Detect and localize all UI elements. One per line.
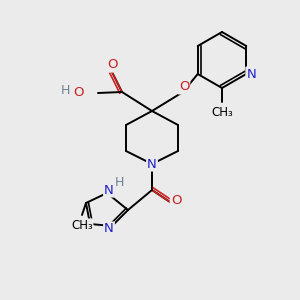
Text: N: N xyxy=(246,68,256,80)
Text: N: N xyxy=(104,223,114,236)
Text: N: N xyxy=(104,184,114,196)
Text: N: N xyxy=(147,158,157,170)
Text: H: H xyxy=(114,176,124,190)
Text: O: O xyxy=(171,194,181,206)
Text: CH₃: CH₃ xyxy=(71,219,93,232)
Text: H: H xyxy=(61,83,70,97)
Text: O: O xyxy=(74,86,84,100)
Text: O: O xyxy=(179,80,189,94)
Text: O: O xyxy=(108,58,118,71)
Text: CH₃: CH₃ xyxy=(211,106,233,119)
